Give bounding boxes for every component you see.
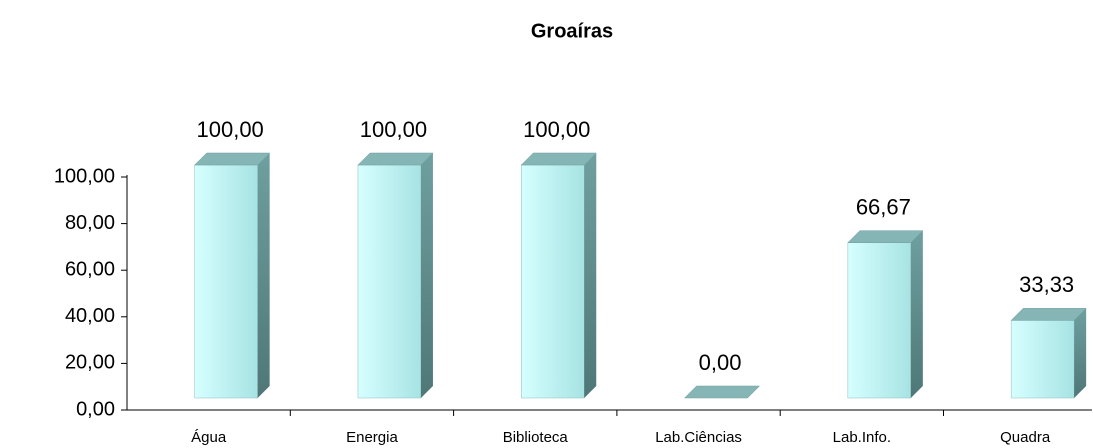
value-label: 66,67 [856, 194, 911, 219]
bar [520, 152, 597, 399]
bar-top [1010, 308, 1087, 321]
x-tick-label: Biblioteca [503, 429, 569, 446]
value-label: 0,00 [699, 350, 742, 375]
x-tick-label: Energia [346, 429, 398, 446]
bar-front [1010, 320, 1075, 399]
y-tick-label: 60,00 [65, 258, 115, 280]
bar-side [420, 153, 433, 398]
bar [1010, 308, 1087, 399]
x-tick-label: Quadra [1000, 429, 1051, 446]
y-tick-label: 100,00 [54, 165, 115, 187]
bar [847, 230, 924, 399]
bar [357, 152, 434, 399]
y-tick-label: 20,00 [65, 352, 115, 374]
chart-title: Groaíras [531, 20, 613, 42]
bar-top [683, 385, 761, 399]
bar-top [520, 152, 597, 166]
bar-front [847, 242, 912, 399]
bar-side [1074, 308, 1087, 398]
y-tick-label: 40,00 [65, 305, 115, 327]
y-tick-label: 80,00 [65, 212, 115, 234]
y-tick-label: 0,00 [76, 398, 115, 420]
bar-side [584, 153, 597, 398]
bar [683, 385, 761, 399]
x-tick-label: Lab.Info. [833, 429, 891, 446]
bar-side [257, 153, 270, 398]
bar-side [910, 230, 923, 398]
value-label: 100,00 [197, 117, 264, 142]
value-label: 100,00 [523, 117, 590, 142]
value-label: 33,33 [1019, 272, 1074, 297]
x-tick-label: Lab.Ciências [655, 429, 742, 446]
bar [194, 152, 271, 399]
value-label: 100,00 [360, 117, 427, 142]
bar-front [521, 164, 585, 399]
bar-front [194, 164, 258, 399]
x-tick-label: Água [191, 429, 227, 446]
bar-top [357, 152, 434, 166]
bar-top [847, 230, 924, 243]
bar-front [357, 164, 422, 399]
bar-top [194, 152, 271, 166]
